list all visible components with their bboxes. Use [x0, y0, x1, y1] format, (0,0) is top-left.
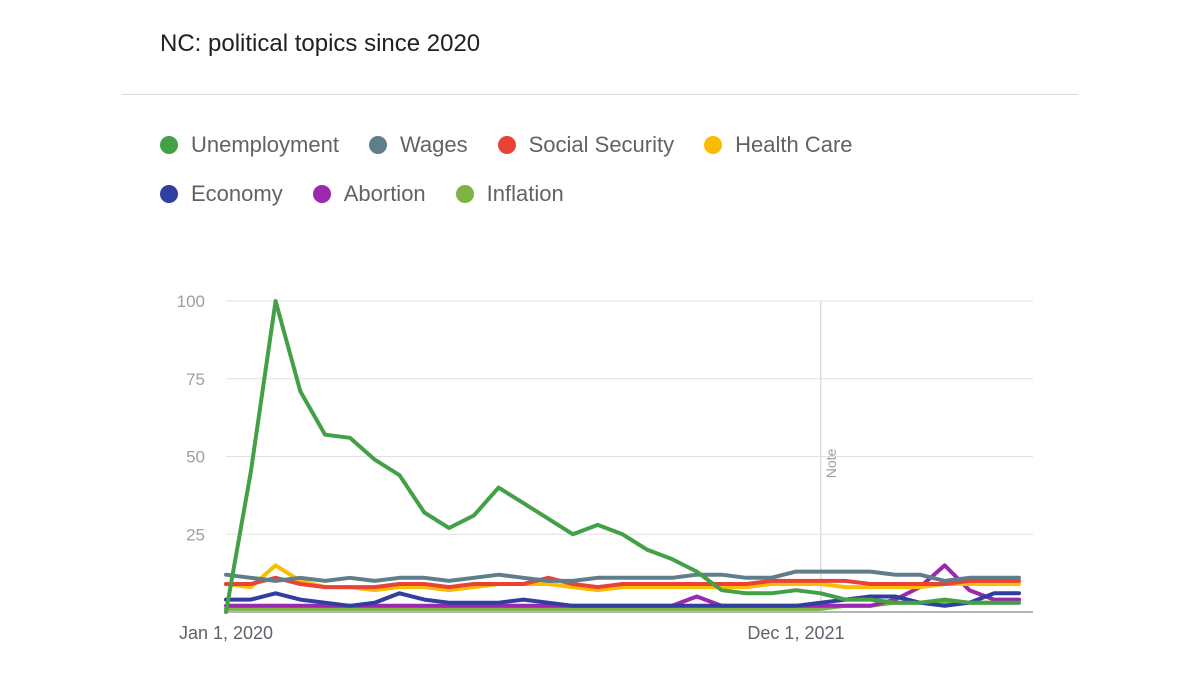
legend-label: Economy — [191, 180, 283, 206]
title-divider — [122, 94, 1078, 95]
legend-dot-icon — [160, 135, 178, 154]
series-line-social-security — [224, 575, 1021, 590]
legend-label: Wages — [399, 131, 468, 157]
legend-dot-icon — [312, 184, 331, 203]
legend-label: Inflation — [486, 180, 564, 206]
series-line-inflation — [224, 600, 1021, 611]
legend-label: Health Care — [735, 131, 853, 157]
x-tick-label: Dec 1, 2021 — [747, 623, 844, 643]
legend-dot-icon — [704, 135, 723, 154]
x-tick-label: Jan 1, 2020 — [179, 623, 273, 643]
y-tick-label: 25 — [186, 525, 205, 544]
legend-label: Unemployment — [191, 131, 339, 157]
legend-item-unemployment[interactable]: Unemployment — [160, 132, 339, 158]
legend-dot-icon — [497, 135, 516, 154]
series-line-unemployment — [224, 299, 1021, 614]
legend-item-inflation[interactable]: Inflation — [455, 180, 564, 207]
legend-dot-icon — [160, 184, 178, 203]
y-tick-label: 50 — [186, 448, 205, 467]
y-tick-label: 75 — [186, 370, 205, 389]
legend-item-abortion[interactable]: Abortion — [312, 180, 426, 207]
series-line-economy — [224, 591, 1021, 608]
legend-label: Social Security — [528, 131, 675, 157]
legend-label: Abortion — [343, 180, 426, 206]
legend-item-social-security[interactable]: Social Security — [497, 131, 675, 158]
legend-dot-icon — [368, 135, 387, 154]
legend-row-1: Unemployment Wages Social Security Healt… — [160, 120, 980, 169]
chart-title: NC: political topics since 2020 — [160, 30, 481, 57]
legend: Unemployment Wages Social Security Healt… — [160, 120, 980, 218]
legend-item-economy[interactable]: Economy — [160, 181, 283, 207]
legend-item-health-care[interactable]: Health Care — [704, 131, 853, 158]
y-tick-label: 100 — [177, 292, 205, 311]
series-line-wages — [224, 569, 1021, 583]
legend-item-wages[interactable]: Wages — [368, 131, 468, 158]
legend-row-2: Economy Abortion Inflation — [160, 169, 980, 218]
legend-dot-icon — [455, 184, 474, 203]
note-label: Note — [823, 448, 839, 478]
